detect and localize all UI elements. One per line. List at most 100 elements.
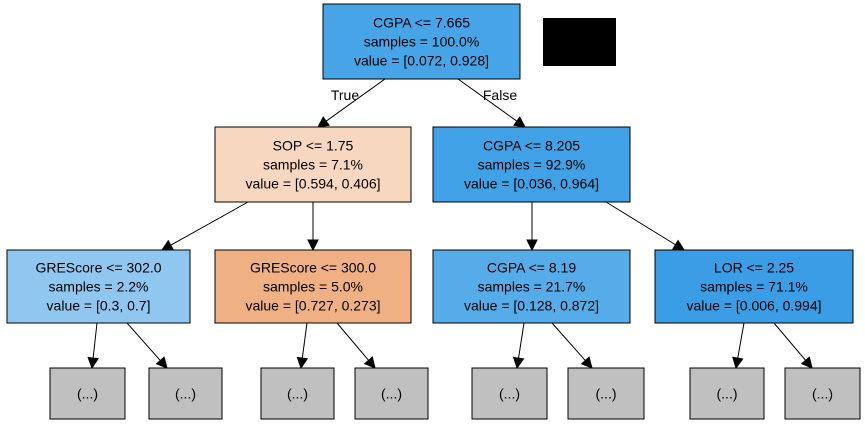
node-box [432, 126, 631, 203]
node-text-line: GREScore <= 302.0 [35, 260, 161, 276]
edge-label: True [331, 87, 359, 103]
edge-n2-n5 [526, 202, 538, 252]
edge-n6-l8 [773, 322, 813, 369]
arrowhead-icon [800, 356, 813, 369]
node-text-line: value = [0.3, 0.7] [47, 298, 151, 314]
edge-line [92, 322, 98, 359]
leaf-node-l4: (...) [354, 367, 429, 420]
nodes-layer: CGPA <= 7.665 samples = 100.0% value = [0.… [6, 3, 861, 420]
arrowhead-icon [155, 356, 168, 369]
tree-node-n4: GREScore <= 300.0 samples = 5.0% value = [… [214, 249, 412, 324]
node-text-line: value = [0.128, 0.872] [464, 298, 599, 314]
node-text-line: value = [0.594, 0.406] [245, 176, 380, 192]
node-text-line: (...) [175, 386, 196, 402]
node-text-line: (...) [499, 386, 520, 402]
node-box [354, 367, 429, 420]
edge-n0-n2: False [457, 78, 526, 128]
edge-line [605, 201, 676, 246]
edge-line [126, 322, 161, 361]
leaf-node-l1: (...) [49, 367, 126, 420]
node-text-line: samples = 5.0% [263, 279, 363, 295]
arrowhead-icon [526, 239, 538, 252]
node-text-line: (...) [596, 386, 617, 402]
node-text-line: value = [0.727, 0.273] [245, 298, 380, 314]
node-box [689, 367, 765, 420]
leaf-node-l2: (...) [148, 367, 223, 420]
node-box [214, 126, 412, 203]
node-box [471, 367, 548, 420]
arrowhead-icon [296, 356, 309, 370]
edge-line [551, 322, 586, 361]
leaf-node-l3: (...) [260, 367, 335, 420]
edge-n5-l5 [512, 322, 525, 370]
node-text-line: value = [0.072, 0.928] [354, 53, 489, 69]
edge-n1-n4 [307, 202, 319, 252]
tree-node-n2: CGPA <= 8.205 samples = 92.9% value = [0.0… [432, 126, 631, 203]
node-box [784, 367, 861, 420]
arrowhead-icon [732, 356, 744, 370]
edge-line [737, 322, 745, 359]
node-text-line: samples = 100.0% [364, 34, 480, 50]
node-box [567, 367, 645, 420]
node-box [432, 249, 631, 324]
edge-line [457, 78, 518, 122]
arrowhead-icon [580, 356, 593, 369]
node-box [49, 367, 126, 420]
node-text-line: LOR <= 2.25 [714, 260, 794, 276]
edge-line [170, 201, 249, 246]
leaf-node-l7: (...) [689, 367, 765, 420]
edge-n5-l6 [551, 322, 593, 369]
arrowhead-icon [87, 356, 99, 370]
arrowhead-icon [317, 116, 330, 128]
node-text-line: (...) [812, 386, 833, 402]
node-box [148, 367, 223, 420]
arrowhead-icon [513, 116, 526, 128]
node-text-line: samples = 7.1% [263, 157, 363, 173]
node-text-line: value = [0.036, 0.964] [464, 176, 599, 192]
edge-n3-l1 [87, 322, 99, 370]
edge-line [325, 78, 386, 122]
edge-n0-n1: True [317, 78, 386, 128]
node-text-line: CGPA <= 7.665 [373, 15, 470, 31]
arrowhead-icon [161, 239, 174, 251]
node-text-line: (...) [717, 386, 738, 402]
tree-node-n5: CGPA <= 8.19 samples = 21.7% value = [0.12… [432, 249, 631, 324]
edge-line [773, 322, 806, 361]
edge-n4-l4 [336, 322, 376, 369]
node-text-line: (...) [287, 386, 308, 402]
node-text-line: CGPA <= 8.205 [483, 138, 580, 154]
edge-n6-l7 [732, 322, 745, 370]
edge-label: False [483, 87, 517, 103]
edges-layer: True False [87, 78, 813, 370]
node-box [322, 3, 521, 80]
edge-line [336, 322, 369, 361]
leaf-node-l8: (...) [784, 367, 861, 420]
node-text-line: SOP <= 1.75 [273, 138, 354, 154]
redaction-box [543, 18, 616, 66]
edge-line [301, 322, 308, 359]
node-text-line: samples = 71.1% [700, 279, 808, 295]
tree-node-n3: GREScore <= 302.0 samples = 2.2% value = [… [6, 249, 191, 324]
node-text-line: samples = 21.7% [478, 279, 586, 295]
node-text-line: samples = 92.9% [478, 157, 586, 173]
node-text-line: samples = 2.2% [49, 279, 149, 295]
edge-line [518, 322, 525, 359]
node-text-line: (...) [381, 386, 402, 402]
edge-n3-l2 [126, 322, 168, 369]
node-box [654, 249, 854, 324]
arrowhead-icon [307, 239, 319, 252]
arrowhead-icon [512, 356, 525, 370]
node-box [6, 249, 191, 324]
node-box [214, 249, 412, 324]
leaf-node-l6: (...) [567, 367, 645, 420]
tree-node-n1: SOP <= 1.75 samples = 7.1% value = [0.594,… [214, 126, 412, 203]
node-text-line: (...) [77, 386, 98, 402]
tree-node-n6: LOR <= 2.25 samples = 71.1% value = [0.006… [654, 249, 854, 324]
node-text-line: GREScore <= 300.0 [250, 260, 376, 276]
arrowhead-icon [672, 239, 685, 251]
node-text-line: value = [0.006, 0.994] [686, 298, 821, 314]
node-text-line: CGPA <= 8.19 [487, 260, 576, 276]
leaf-node-l5: (...) [471, 367, 548, 420]
arrowhead-icon [363, 356, 376, 369]
edge-n1-n3 [161, 201, 249, 251]
